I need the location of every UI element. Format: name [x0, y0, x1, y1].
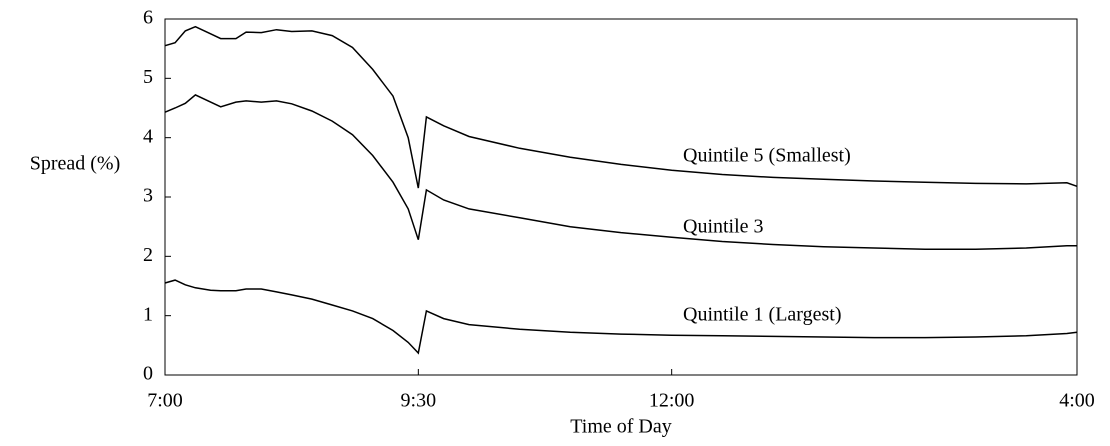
y-tick-label: 5: [143, 66, 153, 88]
y-tick-label: 6: [143, 7, 153, 29]
y-axis-label: Spread (%): [30, 153, 121, 175]
y-tick-label: 3: [143, 185, 153, 207]
x-tick-label: 12:00: [649, 390, 695, 412]
y-tick-label: 2: [143, 244, 153, 266]
plot-frame: [164, 18, 1078, 376]
y-tick-label: 1: [143, 303, 153, 325]
x-axis-label: Time of Day: [570, 416, 671, 438]
series-line: [164, 279, 1078, 355]
x-tick-label: 9:30: [401, 390, 437, 412]
series-line: [164, 94, 1077, 250]
y-tick-label: 0: [143, 363, 153, 385]
series-label: Quintile 1 (Largest): [683, 304, 841, 326]
series-label: Quintile 5 (Smallest): [683, 145, 851, 167]
x-tick-label: 4:00: [1059, 390, 1095, 412]
series-label: Quintile 3: [683, 216, 764, 238]
x-tick-label: 7:00: [147, 390, 183, 412]
y-tick-label: 4: [143, 125, 153, 147]
series-line: [164, 25, 1078, 189]
